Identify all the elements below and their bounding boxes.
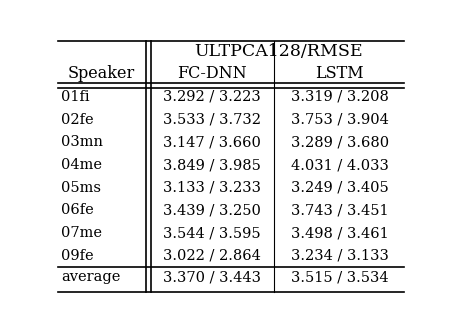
Text: 01fi: 01fi bbox=[62, 90, 90, 104]
Text: 02fe: 02fe bbox=[62, 113, 94, 127]
Text: 3.753 / 3.904: 3.753 / 3.904 bbox=[291, 113, 389, 127]
Text: 06fe: 06fe bbox=[62, 204, 94, 217]
Text: 09fe: 09fe bbox=[62, 249, 94, 263]
Text: 03mn: 03mn bbox=[62, 135, 104, 149]
Text: 3.439 / 3.250: 3.439 / 3.250 bbox=[163, 204, 261, 217]
Text: 3.289 / 3.680: 3.289 / 3.680 bbox=[291, 135, 389, 149]
Text: 3.292 / 3.223: 3.292 / 3.223 bbox=[163, 90, 261, 104]
Text: 3.370 / 3.443: 3.370 / 3.443 bbox=[163, 270, 261, 284]
Text: average: average bbox=[62, 270, 121, 284]
Text: 04me: 04me bbox=[62, 158, 103, 172]
Text: ULTPCA128/RMSE: ULTPCA128/RMSE bbox=[194, 43, 363, 60]
Text: 05ms: 05ms bbox=[62, 181, 102, 195]
Text: 4.031 / 4.033: 4.031 / 4.033 bbox=[291, 158, 389, 172]
Text: 3.544 / 3.595: 3.544 / 3.595 bbox=[163, 226, 261, 240]
Text: 3.249 / 3.405: 3.249 / 3.405 bbox=[291, 181, 389, 195]
Text: 3.498 / 3.461: 3.498 / 3.461 bbox=[291, 226, 389, 240]
Text: LSTM: LSTM bbox=[315, 65, 364, 82]
Text: 3.022 / 2.864: 3.022 / 2.864 bbox=[163, 249, 261, 263]
Text: 3.133 / 3.233: 3.133 / 3.233 bbox=[163, 181, 261, 195]
Text: Speaker: Speaker bbox=[68, 65, 135, 82]
Text: 07me: 07me bbox=[62, 226, 103, 240]
Text: 3.515 / 3.534: 3.515 / 3.534 bbox=[291, 270, 389, 284]
Text: 3.533 / 3.732: 3.533 / 3.732 bbox=[163, 113, 261, 127]
Text: 3.743 / 3.451: 3.743 / 3.451 bbox=[291, 204, 389, 217]
Text: 3.234 / 3.133: 3.234 / 3.133 bbox=[291, 249, 389, 263]
Text: 3.147 / 3.660: 3.147 / 3.660 bbox=[163, 135, 261, 149]
Text: 3.849 / 3.985: 3.849 / 3.985 bbox=[163, 158, 261, 172]
Text: FC-DNN: FC-DNN bbox=[177, 65, 247, 82]
Text: 3.319 / 3.208: 3.319 / 3.208 bbox=[291, 90, 389, 104]
